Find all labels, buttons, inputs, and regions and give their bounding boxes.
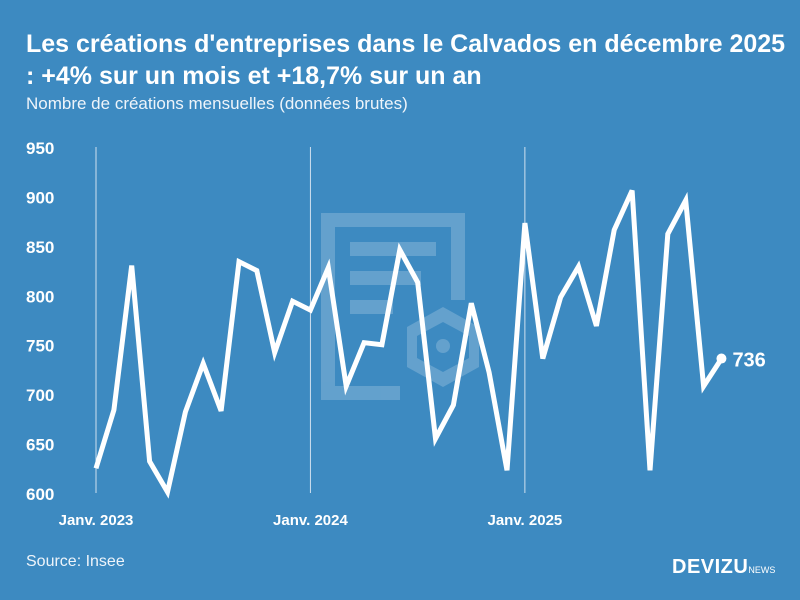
last-point-marker — [716, 353, 727, 364]
y-tick-label: 650 — [26, 436, 54, 455]
brand-logo: DEVIZUNEWS — [672, 556, 775, 579]
x-tick-label: Janv. 2023 — [59, 512, 134, 529]
brand-name: DEVIZU — [672, 556, 749, 578]
y-tick-label: 750 — [26, 337, 54, 356]
y-tick-label: 850 — [26, 238, 54, 257]
y-tick-label: 900 — [26, 188, 54, 207]
y-tick-label: 950 — [26, 139, 54, 158]
source-note: Source: Insee — [26, 553, 125, 570]
chart-subtitle: Nombre de créations mensuelles (données … — [26, 94, 408, 113]
y-tick-label: 700 — [26, 386, 54, 405]
y-tick-label: 600 — [26, 485, 54, 504]
x-tick-label: Janv. 2024 — [273, 512, 348, 529]
y-tick-label: 800 — [26, 287, 54, 306]
x-tick-label: Janv. 2025 — [487, 512, 562, 529]
chart-title: Les créations d'entreprises dans le Calv… — [26, 30, 786, 90]
last-value-label: 736 — [732, 350, 765, 372]
brand-suffix: NEWS — [748, 565, 776, 575]
series-line — [93, 189, 724, 499]
